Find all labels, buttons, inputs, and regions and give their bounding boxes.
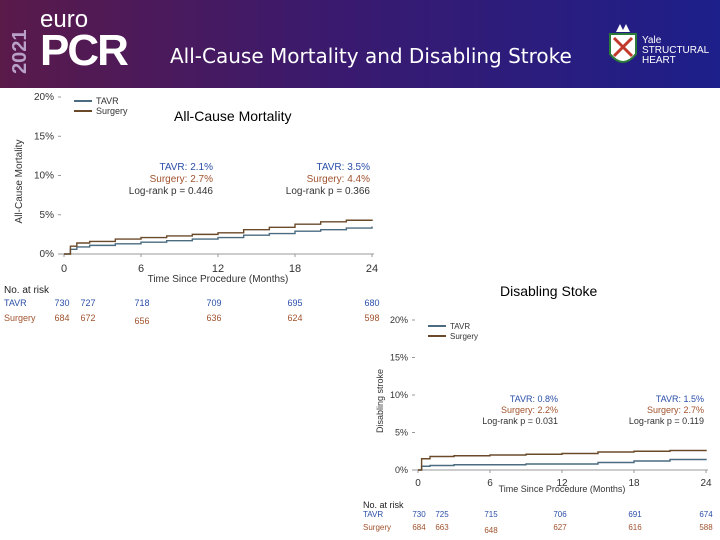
c0-legend-label: TAVR [96, 96, 119, 106]
c0-risk-cell: 684 [54, 313, 69, 323]
c1-risk-cell: 627 [553, 523, 567, 532]
c1-risk-cell: 730 [412, 510, 426, 519]
c1-y-tick-label: 15% [390, 353, 408, 363]
c0-risk-cell: 727 [80, 298, 95, 308]
c1-annotation-pvalue: Log-rank p = 0.119 [629, 416, 704, 426]
c1-annotation-surgery: Surgery: 2.7% [647, 405, 704, 415]
c0-risk-cell: 730 [54, 298, 69, 308]
c1-annotation-pvalue: Log-rank p = 0.031 [482, 416, 558, 426]
c0-risk-row-label: Surgery [4, 313, 36, 323]
c0-annotation-tavr: TAVR: 2.1% [159, 162, 213, 173]
partner-logo-text: Yale STRUCTURAL HEART [642, 36, 709, 66]
c0-x-tick-label: 18 [289, 263, 301, 275]
c0-risk-table-title: No. at risk [4, 285, 50, 296]
c0-risk-cell: 656 [134, 316, 149, 326]
c1-series-line-surgery [418, 449, 707, 471]
brand-top: euro [40, 6, 89, 33]
c1-annotation-tavr: TAVR: 0.8% [510, 394, 558, 404]
c0-y-axis-label: All-Cause Mortality [14, 140, 25, 224]
c1-risk-cell: 706 [553, 510, 567, 519]
c0-risk-cell: 598 [364, 313, 379, 323]
c1-x-tick-label: 6 [487, 478, 493, 489]
c1-x-tick-label: 12 [556, 478, 568, 489]
c1-y-tick-label: 5% [395, 428, 408, 438]
c1-risk-cell: 725 [435, 510, 449, 519]
yale-crest-icon [609, 24, 637, 63]
c0-x-tick-label: 6 [138, 263, 144, 275]
c0-risk-row-label: TAVR [4, 298, 27, 308]
year-text: 2021 [9, 30, 31, 75]
c0-series-line-tavr [64, 226, 373, 255]
c0-annotation-surgery: Surgery: 4.4% [307, 174, 370, 185]
partner-line3: HEART [642, 55, 676, 66]
c0-risk-cell: 709 [206, 298, 221, 308]
c1-risk-cell: 663 [435, 523, 449, 532]
c0-series-line-surgery [64, 219, 373, 255]
c0-legend-label: Surgery [96, 106, 128, 116]
c0-x-axis-label: Time Since Procedure (Months) [148, 274, 289, 285]
c1-risk-row-label: Surgery [363, 523, 391, 532]
c0-risk-cell: 695 [287, 298, 302, 308]
c0-annotation-pvalue: Log-rank p = 0.446 [129, 186, 214, 197]
c1-y-tick-label: 20% [390, 315, 408, 325]
c1-legend-label: TAVR [450, 322, 470, 331]
c1-x-tick-label: 18 [628, 478, 640, 489]
year-badge: 2021 [9, 30, 31, 75]
c1-y-tick-label: 0% [395, 465, 408, 475]
c1-annotation-surgery: Surgery: 2.2% [501, 405, 558, 415]
c1-x-tick-label: 24 [700, 478, 712, 489]
c0-y-tick-label: 20% [34, 92, 54, 103]
c1-risk-cell: 616 [628, 523, 642, 532]
c1-legend-label: Surgery [450, 332, 478, 341]
c0-annotation-surgery: Surgery: 2.7% [150, 174, 213, 185]
c0-risk-cell: 680 [364, 298, 379, 308]
c0-annotation-pvalue: Log-rank p = 0.366 [286, 186, 371, 197]
c1-y-tick-label: 10% [390, 390, 408, 400]
partner-line1: Yale [642, 35, 662, 46]
mortality-panel-title: All-Cause Mortality [174, 108, 292, 124]
c0-y-tick-label: 10% [34, 171, 54, 182]
c1-series-line-tavr [418, 458, 707, 471]
slide-title: All-Cause Mortality and Disabling Stroke [170, 44, 572, 68]
stroke-panel-title: Disabling Stoke [500, 283, 598, 299]
c1-risk-cell: 674 [699, 510, 713, 519]
c0-x-tick-label: 0 [61, 263, 67, 275]
c1-risk-cell: 684 [412, 523, 426, 532]
c0-x-tick-label: 12 [212, 263, 224, 275]
c0-risk-cell: 636 [206, 313, 221, 323]
c1-y-axis-label: Disabling stroke [375, 369, 385, 433]
c1-x-tick-label: 0 [415, 478, 421, 489]
c1-risk-cell: 715 [484, 510, 498, 519]
c0-risk-cell: 672 [80, 313, 95, 323]
c1-risk-cell: 588 [699, 523, 713, 532]
c0-risk-cell: 624 [287, 313, 302, 323]
c0-y-tick-label: 0% [40, 249, 55, 260]
c0-x-tick-label: 24 [366, 263, 378, 275]
c1-risk-cell: 648 [484, 526, 498, 535]
c1-annotation-tavr: TAVR: 1.5% [656, 394, 704, 404]
c1-x-axis-label: Time Since Procedure (Months) [499, 484, 626, 494]
c1-risk-row-label: TAVR [363, 510, 383, 519]
brand-main: PCR [40, 26, 129, 75]
c1-risk-cell: 691 [628, 510, 642, 519]
slide-header: 2021 euro PCR All-Cause Mortality and Di… [0, 0, 720, 88]
partner-line2: STRUCTURAL [642, 45, 710, 56]
c0-y-tick-label: 5% [40, 210, 55, 221]
c0-y-tick-label: 15% [34, 131, 54, 142]
c0-annotation-tavr: TAVR: 3.5% [316, 162, 370, 173]
c0-risk-cell: 718 [134, 298, 149, 308]
c1-risk-table-title: No. at risk [363, 500, 404, 510]
